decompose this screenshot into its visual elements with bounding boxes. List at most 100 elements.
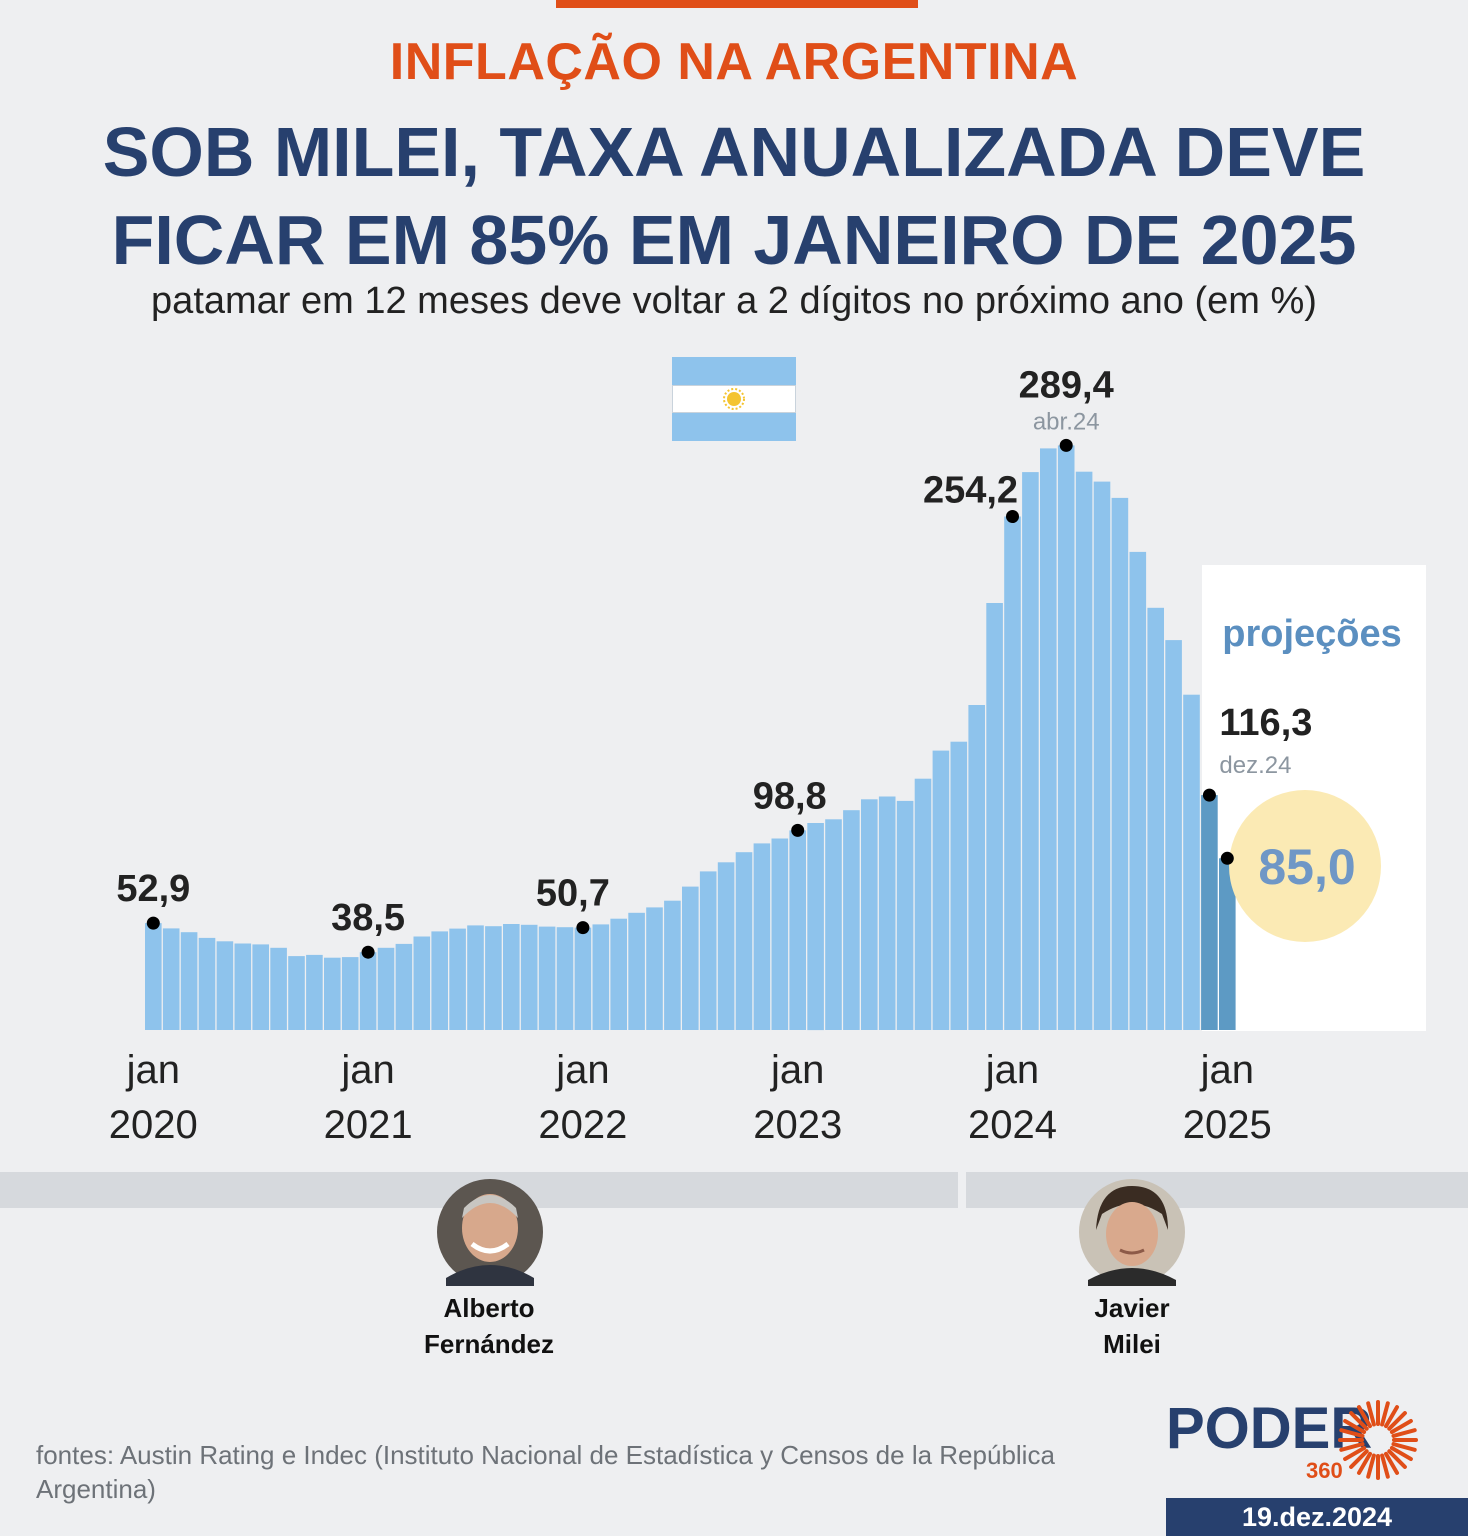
bar bbox=[735, 852, 753, 1030]
bar bbox=[592, 924, 610, 1030]
sun-ray bbox=[1384, 1451, 1399, 1475]
sun-ray bbox=[1349, 1449, 1369, 1469]
bar bbox=[324, 957, 341, 1030]
data-sublabel: dez.24 bbox=[1219, 752, 1291, 779]
data-point bbox=[1006, 510, 1019, 523]
sun-ray bbox=[1387, 1411, 1407, 1431]
president-name-milei: Javier Milei bbox=[1012, 1290, 1252, 1362]
bar bbox=[932, 750, 950, 1030]
sun-ray bbox=[1339, 1428, 1365, 1438]
data-label: 50,7 bbox=[536, 873, 610, 915]
data-point bbox=[361, 945, 375, 959]
bar bbox=[288, 956, 305, 1030]
logo-sub: 360 bbox=[1306, 1458, 1343, 1483]
x-tick-month: jan bbox=[126, 1048, 180, 1092]
bar bbox=[968, 705, 985, 1030]
sun-ray bbox=[1384, 1405, 1399, 1429]
sun-ray bbox=[1380, 1453, 1390, 1479]
logo-text: PODER bbox=[1166, 1396, 1372, 1461]
bar bbox=[538, 926, 556, 1030]
x-tick-year: 2021 bbox=[324, 1103, 413, 1147]
bar bbox=[359, 952, 377, 1030]
sun-ray bbox=[1387, 1449, 1407, 1469]
alberto-fernandez-avatar bbox=[437, 1179, 543, 1286]
data-point bbox=[1059, 438, 1073, 452]
x-tick-year: 2022 bbox=[538, 1103, 627, 1147]
bar bbox=[717, 862, 735, 1030]
sun-ray bbox=[1391, 1442, 1417, 1452]
bar bbox=[753, 843, 771, 1030]
highlight-value: 85,0 bbox=[1258, 839, 1355, 895]
publication-date: 19.dez.2024 bbox=[1166, 1498, 1468, 1536]
milei-term-bar bbox=[966, 1172, 1468, 1208]
inflation-chart: projeções 52,9 38,5 50,7 98,8 254,2 289,4abr.… bbox=[109, 364, 1426, 1147]
data-point bbox=[1220, 851, 1234, 865]
x-tick-month: jan bbox=[770, 1048, 824, 1092]
sun-ray bbox=[1339, 1442, 1365, 1452]
bar bbox=[485, 926, 502, 1030]
bar bbox=[306, 954, 323, 1030]
headline: SOB MILEI, TAXA ANUALIZADA DEVE FICAR EM… bbox=[0, 108, 1468, 284]
x-tick-month: jan bbox=[985, 1048, 1039, 1092]
headline-line-1: SOB MILEI, TAXA ANUALIZADA DEVE bbox=[102, 113, 1366, 191]
sun-ray bbox=[1349, 1411, 1369, 1431]
bar bbox=[216, 941, 234, 1030]
bar bbox=[771, 838, 789, 1030]
bar bbox=[556, 927, 574, 1030]
bar bbox=[610, 918, 627, 1030]
bar bbox=[825, 819, 842, 1030]
bar bbox=[1183, 694, 1200, 1030]
sun-ray bbox=[1343, 1446, 1367, 1461]
poder360-logo: PODER 360 bbox=[1166, 1396, 1418, 1483]
bar bbox=[1057, 445, 1075, 1030]
x-tick-year: 2020 bbox=[109, 1103, 198, 1147]
bar bbox=[1165, 640, 1182, 1030]
sun-ray bbox=[1389, 1446, 1413, 1461]
bar bbox=[628, 912, 645, 1030]
headline-line-2: FICAR EM 85% EM JANEIRO DE 2025 bbox=[111, 201, 1357, 279]
bar bbox=[682, 886, 699, 1030]
kicker: INFLAÇÃO NA ARGENTINA bbox=[389, 33, 1079, 91]
bar bbox=[341, 957, 359, 1030]
bar bbox=[395, 943, 413, 1030]
x-tick-month: jan bbox=[555, 1048, 609, 1092]
bars bbox=[145, 445, 1236, 1031]
bar bbox=[896, 800, 914, 1030]
sun-ray bbox=[1391, 1428, 1417, 1438]
bar bbox=[503, 924, 520, 1030]
bar bbox=[1219, 858, 1236, 1030]
sun-ray bbox=[1389, 1419, 1413, 1434]
bar bbox=[646, 907, 663, 1030]
argentina-flag-icon bbox=[672, 357, 796, 441]
sun-ray bbox=[1366, 1453, 1376, 1479]
x-tick-month: jan bbox=[1200, 1048, 1254, 1092]
data-label: 38,5 bbox=[331, 897, 405, 939]
fernandez-first-name: Alberto bbox=[443, 1293, 535, 1323]
x-tick-year: 2023 bbox=[753, 1103, 842, 1147]
bar bbox=[1201, 795, 1218, 1030]
sun-ray bbox=[1380, 1401, 1390, 1427]
bar bbox=[431, 931, 448, 1030]
bar bbox=[699, 871, 717, 1030]
sun-ray bbox=[1343, 1419, 1367, 1434]
milei-last-name: Milei bbox=[1103, 1329, 1161, 1359]
x-tick-year: 2025 bbox=[1183, 1103, 1272, 1147]
bar bbox=[145, 923, 162, 1030]
data-point bbox=[576, 921, 590, 935]
bar bbox=[914, 778, 932, 1030]
bar bbox=[1111, 497, 1129, 1030]
subtitle: patamar em 12 meses deve voltar a 2 dígi… bbox=[151, 280, 1317, 322]
top-accent-bar bbox=[556, 0, 918, 8]
data-label: 52,9 bbox=[116, 868, 190, 910]
president-name-fernandez: Alberto Fernández bbox=[369, 1290, 609, 1362]
data-label: 254,2 bbox=[923, 470, 1018, 512]
x-tick-month: jan bbox=[340, 1048, 394, 1092]
source-note: fontes: Austin Rating e Indec (Instituto… bbox=[36, 1440, 1055, 1504]
milei-first-name: Javier bbox=[1094, 1293, 1170, 1323]
bar bbox=[180, 932, 198, 1030]
bar bbox=[413, 936, 431, 1030]
bar bbox=[664, 900, 681, 1030]
projection-label: projeções bbox=[1222, 613, 1402, 655]
bar bbox=[807, 823, 824, 1031]
data-point bbox=[1202, 788, 1216, 802]
